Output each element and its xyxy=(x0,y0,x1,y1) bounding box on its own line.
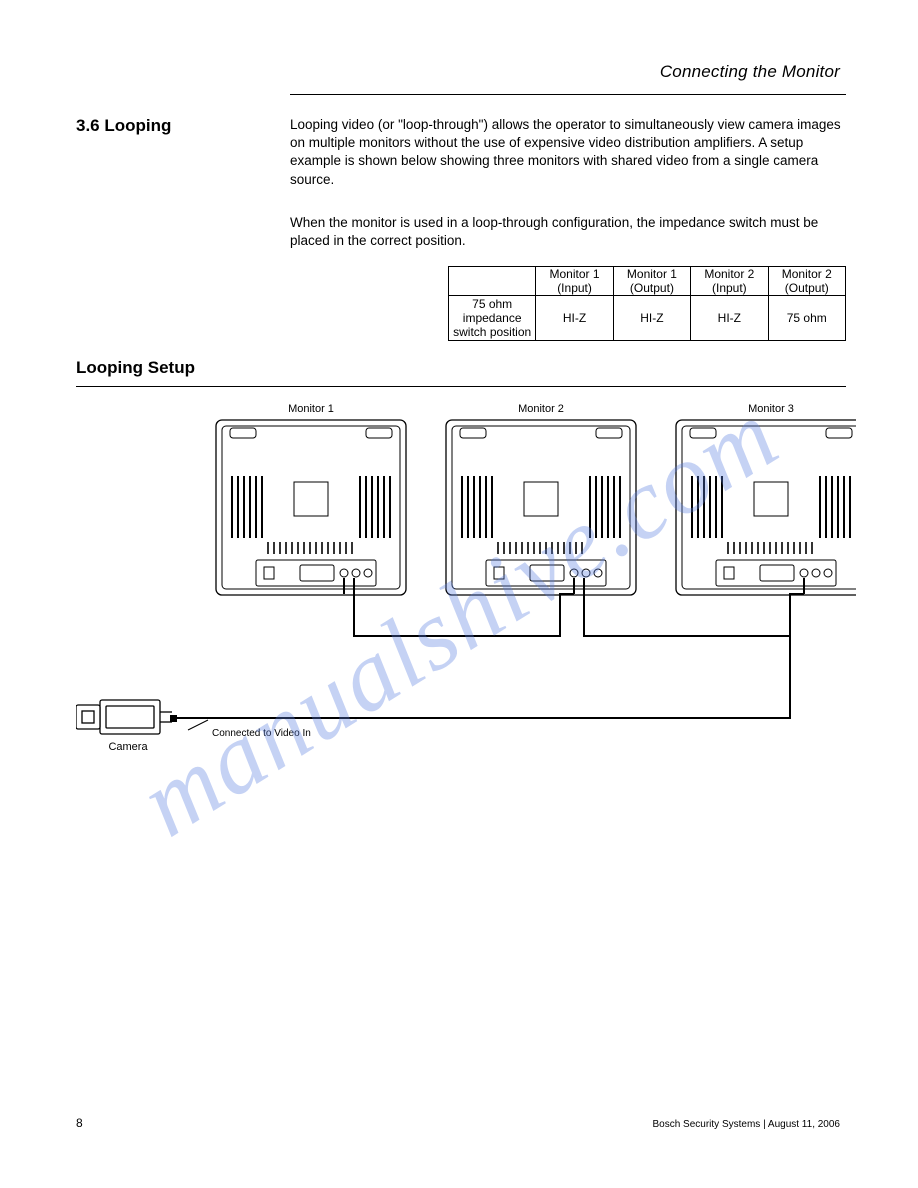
table-cell: 75 ohm xyxy=(768,296,845,341)
footer-right: Bosch Security Systems | August 11, 2006 xyxy=(652,1119,840,1130)
table-cell: HI-Z xyxy=(613,296,690,341)
table-cell: HI-Z xyxy=(536,296,613,341)
diagram-heading: Looping Setup xyxy=(76,358,195,378)
impedance-table: Monitor 1 (Input) Monitor 1 (Output) Mon… xyxy=(448,266,846,341)
monitor-2-label: Monitor 2 xyxy=(518,403,564,415)
table-header-cell: Monitor 1 (Input) xyxy=(536,267,613,296)
table-cell: HI-Z xyxy=(691,296,768,341)
page-number: 8 xyxy=(76,1116,83,1130)
table-row-label: 75 ohm impedance switch position xyxy=(449,296,536,341)
body-paragraph-1: Looping video (or "loop-through") allows… xyxy=(290,116,846,189)
monitor-1-label: Monitor 1 xyxy=(288,403,334,415)
body-paragraph-2: When the monitor is used in a loop-throu… xyxy=(290,214,846,250)
table-header-cell xyxy=(449,267,536,296)
rule-mid xyxy=(76,386,846,387)
looping-diagram: Monitor 1 Monitor 2 Monitor 3 Camera Con… xyxy=(76,400,856,800)
camera-icon xyxy=(76,700,172,734)
table-header-cell: Monitor 2 (Output) xyxy=(768,267,845,296)
section-heading: 3.6 Looping xyxy=(76,116,171,136)
rule-top xyxy=(290,94,846,95)
monitor-3-label: Monitor 3 xyxy=(748,403,794,415)
camera-label: Camera xyxy=(108,741,148,753)
table-header-cell: Monitor 1 (Output) xyxy=(613,267,690,296)
table-header-cell: Monitor 2 (Input) xyxy=(691,267,768,296)
header-title: Connecting the Monitor xyxy=(660,62,840,82)
camera-note: Connected to Video In xyxy=(212,728,311,739)
